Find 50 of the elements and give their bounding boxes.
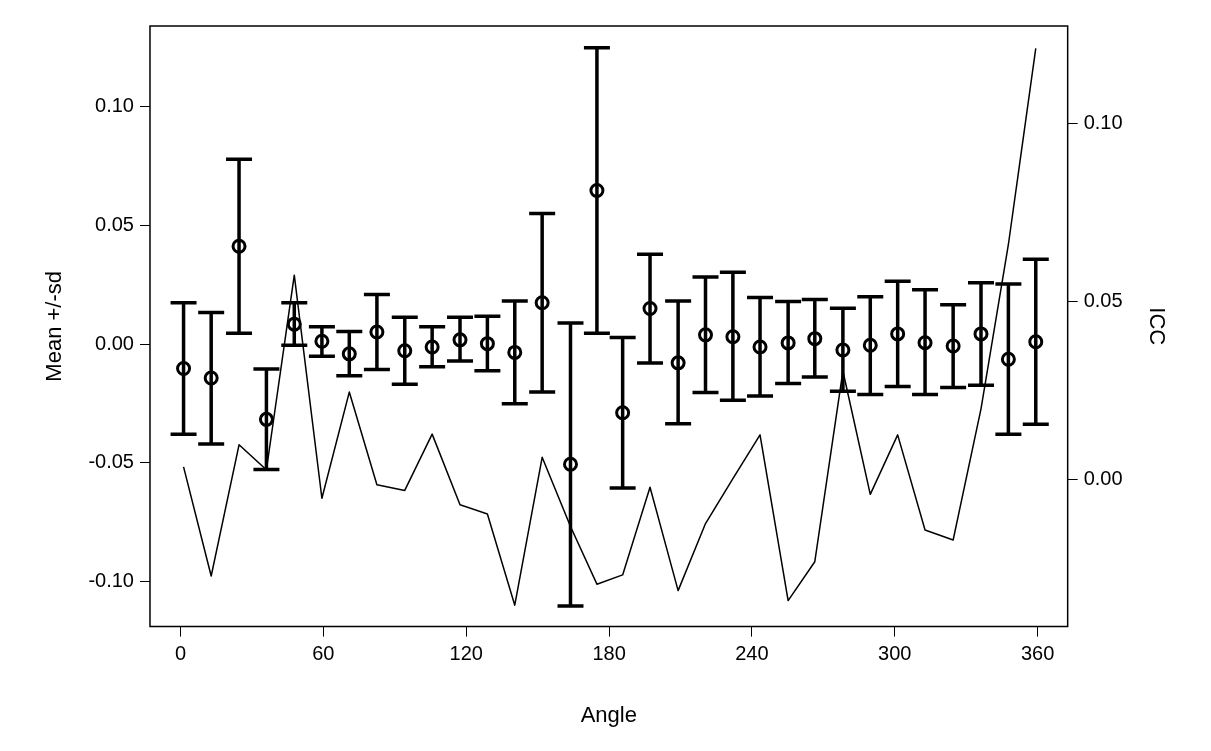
point xyxy=(890,326,906,342)
y2-axis-title: ICC xyxy=(1144,307,1170,346)
point xyxy=(807,331,823,347)
point xyxy=(973,326,989,342)
point xyxy=(752,339,768,355)
point xyxy=(1028,334,1044,350)
point xyxy=(424,339,440,355)
x-tick-label: 300 xyxy=(878,642,912,665)
point xyxy=(725,329,741,345)
point xyxy=(698,327,713,343)
point xyxy=(341,346,357,362)
x-tick-label: 60 xyxy=(312,642,335,665)
point xyxy=(1000,351,1016,367)
x-axis-title: Angle xyxy=(580,701,637,727)
y2-tick-label: 0.00 xyxy=(1083,467,1123,490)
point xyxy=(203,370,219,386)
x-tick-label: 360 xyxy=(1020,642,1055,665)
x-tick-label: 0 xyxy=(174,642,187,665)
y2-tick-label: 0.10 xyxy=(1083,110,1123,133)
x-tick-label: 240 xyxy=(735,642,769,665)
point xyxy=(479,336,495,352)
point xyxy=(369,324,385,340)
point xyxy=(534,295,550,311)
point xyxy=(835,342,851,358)
y-tick-label: -0.10 xyxy=(88,569,134,592)
y-axis-title: Mean +/-sd xyxy=(41,270,67,382)
point xyxy=(917,335,933,351)
point xyxy=(670,355,686,371)
point xyxy=(286,316,302,332)
point xyxy=(945,338,961,354)
point xyxy=(314,333,330,349)
point xyxy=(397,343,413,359)
point xyxy=(562,456,578,472)
point xyxy=(862,337,878,353)
x-tick-label: 180 xyxy=(592,642,626,665)
y-tick-label: 0.00 xyxy=(95,331,134,354)
x-tick-label: 120 xyxy=(449,642,483,665)
y-tick-label: 0.05 xyxy=(95,212,134,235)
point xyxy=(589,183,605,199)
point xyxy=(258,411,274,427)
point xyxy=(642,301,658,316)
point xyxy=(452,332,468,348)
point xyxy=(231,238,247,254)
y2-tick-label: 0.05 xyxy=(1083,289,1123,312)
point xyxy=(176,361,192,377)
point xyxy=(507,344,523,360)
y-tick-label: 0.10 xyxy=(95,94,134,117)
point xyxy=(780,335,796,351)
y-tick-label: -0.05 xyxy=(88,450,134,473)
point xyxy=(615,405,631,421)
